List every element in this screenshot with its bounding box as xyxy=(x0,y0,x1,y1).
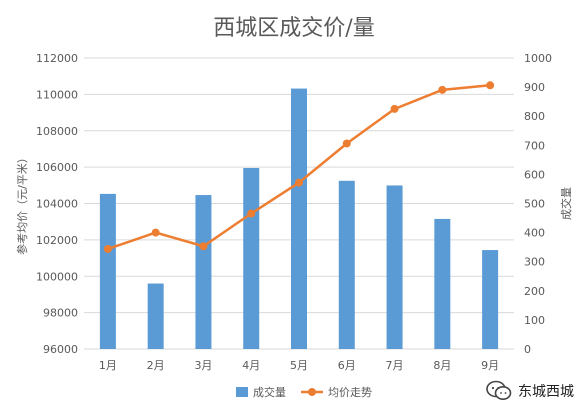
y-tick-label: 106000 xyxy=(36,161,78,174)
y2-axis-title: 成交量 xyxy=(559,187,573,220)
line-point xyxy=(199,242,208,251)
legend-swatch-bars xyxy=(236,387,248,397)
y2-tick-label: 800 xyxy=(524,110,545,123)
y2-tick-label: 200 xyxy=(524,285,545,298)
y-axis-title: 参考均价（元/平米） xyxy=(15,152,29,255)
bar xyxy=(482,250,499,349)
watermark: 东城西城 xyxy=(486,380,574,402)
bar xyxy=(243,167,260,349)
x-tick-label: 4月 xyxy=(242,359,260,372)
line-point xyxy=(390,104,399,113)
y-tick-label: 98000 xyxy=(43,307,78,320)
line-point xyxy=(342,139,351,148)
legend-label-bars: 成交量 xyxy=(253,385,286,399)
line-point xyxy=(247,209,256,218)
bar xyxy=(99,193,116,349)
x-tick-label: 6月 xyxy=(338,359,356,372)
y2-tick-label: 300 xyxy=(524,256,545,269)
bar xyxy=(291,88,307,350)
x-tick-label: 2月 xyxy=(147,359,165,372)
chart-title: 西城区成交价/量 xyxy=(213,16,375,41)
x-tick-label: 7月 xyxy=(386,359,404,372)
y2-tick-label: 0 xyxy=(524,343,531,356)
bar xyxy=(147,283,164,349)
line-point xyxy=(486,81,495,90)
line-point xyxy=(438,85,447,94)
line-point xyxy=(295,178,303,187)
bar xyxy=(434,218,451,349)
x-tick-label: 5月 xyxy=(290,359,308,372)
y-tick-label: 102000 xyxy=(36,234,78,247)
y2-tick-label: 600 xyxy=(524,168,545,181)
bar xyxy=(338,180,355,349)
y2-tick-label: 900 xyxy=(524,81,545,94)
bar xyxy=(386,185,403,349)
y-tick-label: 110000 xyxy=(36,88,78,101)
y-tick-label: 108000 xyxy=(36,125,78,138)
bar xyxy=(195,195,212,349)
line-point xyxy=(151,228,160,237)
y-tick-label: 96000 xyxy=(43,343,78,356)
x-tick-label: 8月 xyxy=(433,359,451,372)
y2-tick-label: 1000 xyxy=(524,52,552,65)
y2-tick-label: 100 xyxy=(524,314,545,327)
x-tick-label: 9月 xyxy=(481,359,499,372)
legend-marker-line xyxy=(308,388,316,396)
x-tick-label: 1月 xyxy=(99,359,117,372)
y2-tick-label: 500 xyxy=(524,198,545,211)
wechat-icon xyxy=(486,380,512,400)
y2-tick-label: 400 xyxy=(524,227,545,240)
y2-tick-label: 700 xyxy=(524,139,545,152)
y-tick-label: 104000 xyxy=(36,198,78,211)
y-tick-label: 112000 xyxy=(36,52,78,65)
legend-label-line: 均价走势 xyxy=(328,386,372,399)
x-tick-label: 3月 xyxy=(194,359,212,372)
y-tick-label: 100000 xyxy=(36,270,78,283)
watermark-text: 东城西城 xyxy=(518,384,574,400)
line-point xyxy=(103,244,112,253)
